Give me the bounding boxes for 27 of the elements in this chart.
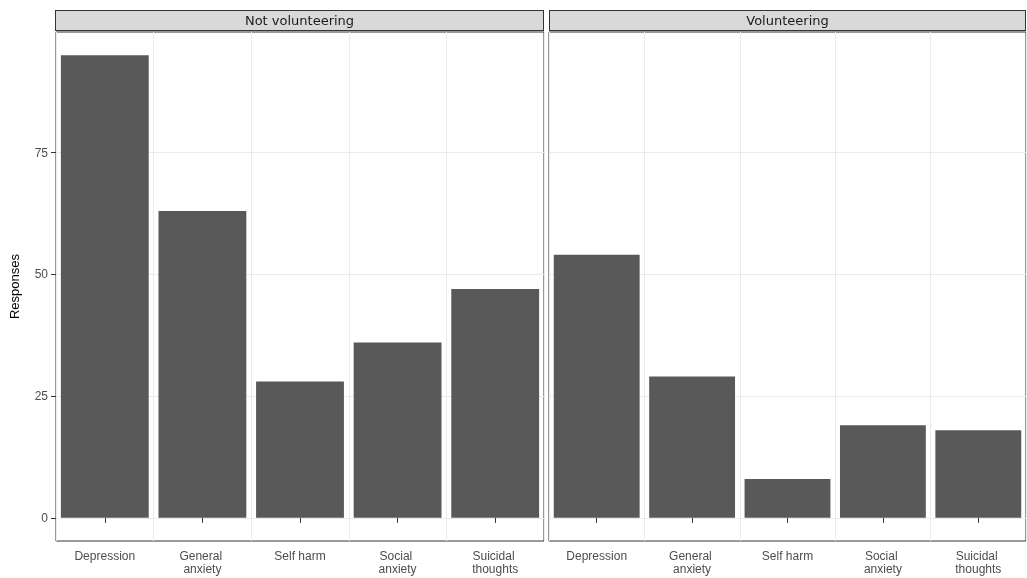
x-tick-label: Depression <box>74 548 136 563</box>
x-tick-label: Suicidal thoughts <box>472 548 519 576</box>
y-axis-title: Responses <box>7 253 22 320</box>
y-tick-label: 25 <box>34 389 49 404</box>
x-tick-label: Self harm <box>274 548 326 563</box>
x-tick-label: Social anxiety <box>863 548 902 576</box>
bar <box>256 381 344 518</box>
bar <box>553 254 640 518</box>
x-tick-label: Depression <box>566 548 628 563</box>
x-tick-label: General anxiety <box>669 548 716 576</box>
bar <box>935 430 1022 518</box>
bar <box>60 55 149 518</box>
bar <box>649 376 736 518</box>
chart-title: Not volunteering <box>55 10 544 31</box>
x-tick-label: Social anxiety <box>378 548 417 576</box>
x-tick-label: Self harm <box>761 548 814 563</box>
bar <box>158 211 247 518</box>
bar <box>744 478 831 518</box>
y-tick-label: 75 <box>34 145 49 160</box>
bar <box>839 425 926 518</box>
y-tick-label: 0 <box>41 510 49 525</box>
bar <box>353 342 442 518</box>
x-tick-label: General anxiety <box>179 548 226 576</box>
chart-title: Volunteering <box>549 10 1026 31</box>
bar <box>451 288 540 518</box>
x-tick-label: Suicidal thoughts <box>955 548 1002 576</box>
y-tick-label: 50 <box>34 267 49 282</box>
